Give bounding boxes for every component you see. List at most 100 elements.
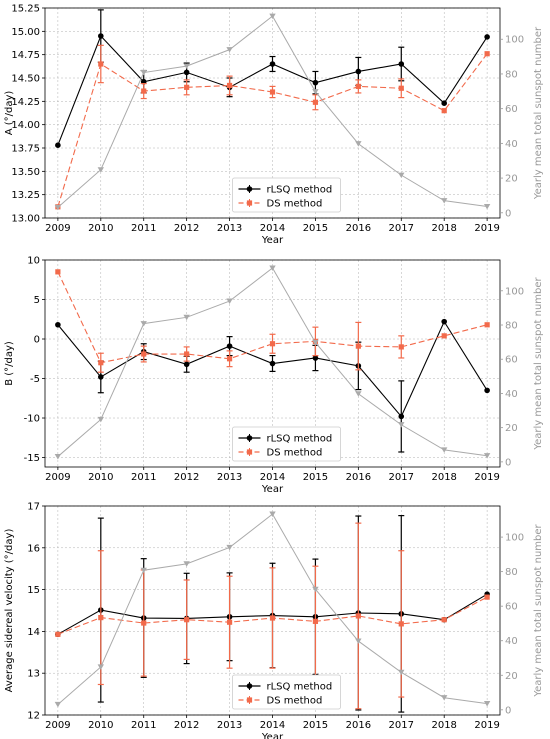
data-point — [54, 204, 62, 211]
data-point — [441, 108, 447, 114]
y-tick-label: 15.25 — [11, 4, 40, 15]
data-point — [183, 361, 190, 368]
y2-axis-label: Yearly mean total sunspot number — [533, 26, 544, 200]
data-point — [312, 79, 319, 86]
legend-swatch-marker — [246, 683, 253, 689]
y2-tick-label: 80 — [505, 69, 518, 80]
y2-tick-label: 100 — [505, 286, 524, 297]
data-point — [483, 453, 491, 459]
y2-tick-label: 80 — [505, 567, 518, 578]
x-tick-label: 2016 — [346, 720, 371, 731]
data-point — [55, 269, 61, 275]
data-point — [269, 511, 276, 517]
data-point — [355, 613, 361, 619]
x-tick-label: 2012 — [174, 720, 199, 731]
x-axis-label: Year — [261, 732, 284, 739]
data-point — [484, 34, 490, 40]
chart-panel-3: 2009 2010 2011 2012 2013 2014 2015 2016 2017 2018… — [4, 502, 544, 739]
data-point — [312, 99, 319, 105]
data-point — [484, 594, 490, 600]
x-tick-label: 2019 — [474, 472, 499, 483]
y-tick-label: 15 — [27, 585, 40, 596]
x-tick-label: 2018 — [431, 472, 456, 483]
y-tick-label: -15 — [24, 453, 40, 464]
data-point — [184, 351, 190, 357]
series-yearly-mean-total-sunspot-number — [54, 265, 491, 460]
y2-tick-label: 0 — [505, 208, 511, 219]
y2-tick-label: 20 — [505, 423, 518, 434]
x-axis-label: Year — [261, 484, 284, 495]
data-point — [355, 391, 362, 397]
data-point — [483, 701, 491, 707]
data-point — [312, 618, 319, 624]
data-point — [355, 83, 361, 89]
x-tick-label: 2011 — [131, 223, 156, 234]
data-point — [398, 621, 404, 627]
data-point — [98, 360, 104, 366]
data-point — [98, 615, 104, 621]
data-point — [55, 631, 61, 637]
data-point — [484, 322, 490, 328]
data-point — [54, 701, 62, 708]
data-point — [183, 314, 190, 321]
y-tick-label: 14.75 — [11, 50, 40, 61]
x-tick-label: 2015 — [303, 472, 328, 483]
y-tick-label: 14.25 — [11, 97, 40, 108]
data-point — [269, 341, 276, 347]
data-point — [355, 638, 362, 644]
x-tick-label: 2013 — [217, 223, 242, 234]
data-point — [312, 586, 319, 593]
series-ds-method — [55, 522, 490, 710]
x-tick-label: 2011 — [131, 720, 156, 731]
x-tick-label: 2013 — [217, 472, 242, 483]
data-point — [183, 69, 190, 76]
y-tick-label: -5 — [30, 374, 40, 385]
y2-tick-label: 0 — [505, 457, 511, 468]
data-point — [183, 63, 190, 70]
data-point — [184, 617, 190, 623]
data-point — [398, 85, 404, 91]
legend-label: DS method — [267, 448, 323, 459]
legend-label: rLSQ method — [267, 434, 333, 445]
legend-swatch-marker — [246, 435, 253, 441]
data-point — [398, 669, 405, 676]
data-point — [398, 344, 404, 350]
y2-axis-label: Yearly mean total sunspot number — [533, 523, 544, 697]
y2-tick-label: 80 — [505, 321, 518, 332]
data-point — [226, 82, 233, 89]
legend: rLSQ method DS method — [232, 426, 341, 462]
data-point — [398, 422, 405, 428]
y-tick-label: 13.00 — [11, 214, 40, 225]
data-point — [355, 68, 362, 75]
data-point — [440, 695, 448, 701]
data-point — [226, 343, 233, 349]
data-point — [269, 615, 276, 621]
chart-panel-2: 2009 2010 2011 2012 2013 2014 2015 2016 2017 2018… — [4, 256, 544, 496]
y2-tick-label: 20 — [505, 174, 518, 185]
y-tick-label: 15.00 — [11, 27, 40, 38]
y-tick-label: 12 — [27, 711, 40, 722]
data-point — [226, 544, 233, 551]
y2-tick-label: 40 — [505, 389, 518, 400]
data-point — [398, 172, 405, 179]
x-tick-label: 2010 — [88, 223, 113, 234]
y-axis-label: Average sidereal velocity (°/day) — [4, 529, 15, 693]
x-tick-label: 2016 — [346, 223, 371, 234]
y-tick-label: 14.00 — [11, 120, 40, 131]
x-tick-label: 2015 — [303, 720, 328, 731]
y2-tick-label: 20 — [505, 671, 518, 682]
data-point — [312, 355, 319, 361]
series-rlsq-method — [55, 9, 490, 148]
data-point — [441, 100, 447, 106]
series-yearly-mean-total-sunspot-number — [54, 511, 491, 708]
data-point — [226, 619, 233, 625]
legend-swatch-marker — [246, 200, 253, 206]
y2-tick-label: 0 — [505, 705, 511, 716]
chart-panel-1: 2009 2010 2011 2012 2013 2014 2015 2016 2017 2018… — [4, 4, 544, 247]
data-point — [184, 84, 190, 90]
data-point — [269, 61, 276, 67]
series-ds-method — [55, 44, 490, 210]
data-point — [483, 203, 491, 210]
y-axis-label: B (°/day) — [4, 341, 15, 386]
data-point — [98, 61, 104, 67]
